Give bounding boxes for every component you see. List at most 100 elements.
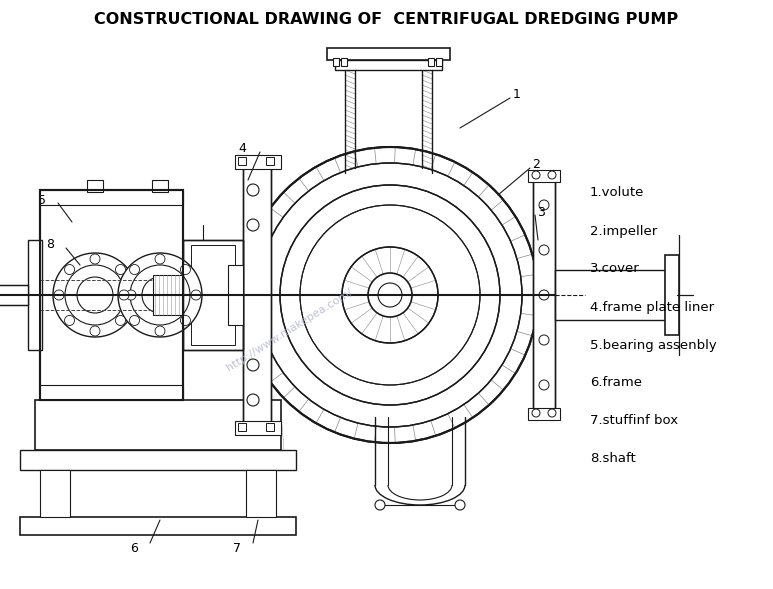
- Circle shape: [130, 265, 190, 325]
- Bar: [40, 190, 183, 205]
- Bar: [40, 190, 183, 400]
- Circle shape: [130, 316, 140, 326]
- Bar: [35, 400, 281, 450]
- Circle shape: [54, 290, 64, 300]
- Bar: [191, 245, 235, 345]
- Circle shape: [539, 335, 549, 345]
- Circle shape: [539, 290, 549, 300]
- Bar: [555, 270, 665, 320]
- Circle shape: [126, 290, 136, 300]
- Text: 4: 4: [238, 141, 246, 154]
- Text: 6: 6: [130, 541, 138, 554]
- Circle shape: [118, 253, 202, 337]
- Text: 1: 1: [513, 88, 521, 101]
- Text: CONSTRUCTIONAL DRAWING OF  CENTRIFUGAL DREDGING PUMP: CONSTRUCTIONAL DRAWING OF CENTRIFUGAL DR…: [94, 12, 679, 28]
- Bar: [333, 58, 339, 66]
- Bar: [183, 240, 243, 350]
- Circle shape: [130, 264, 140, 274]
- Bar: [40, 190, 183, 400]
- Circle shape: [155, 254, 165, 264]
- Text: 3.cover: 3.cover: [590, 263, 640, 276]
- Circle shape: [90, 326, 100, 336]
- Bar: [228, 265, 243, 325]
- Circle shape: [300, 205, 480, 385]
- Bar: [246, 470, 276, 517]
- Circle shape: [77, 277, 113, 313]
- Circle shape: [539, 245, 549, 255]
- Text: 2: 2: [532, 158, 540, 171]
- Bar: [665, 255, 679, 335]
- Bar: [243, 165, 271, 425]
- Text: 3: 3: [537, 206, 545, 219]
- Text: 4.frame plate liner: 4.frame plate liner: [590, 300, 714, 313]
- Circle shape: [155, 326, 165, 336]
- Text: 2.impeller: 2.impeller: [590, 224, 657, 237]
- Bar: [533, 180, 555, 410]
- Circle shape: [142, 277, 178, 313]
- Bar: [20, 450, 296, 470]
- Bar: [341, 58, 347, 66]
- Bar: [238, 157, 246, 165]
- Bar: [183, 240, 243, 350]
- Circle shape: [455, 500, 465, 510]
- Circle shape: [115, 264, 125, 274]
- Bar: [335, 60, 442, 70]
- Circle shape: [180, 264, 190, 274]
- Bar: [153, 275, 183, 315]
- Bar: [238, 423, 246, 431]
- Circle shape: [532, 409, 540, 417]
- Bar: [528, 408, 560, 420]
- Bar: [20, 517, 296, 535]
- Bar: [428, 58, 434, 66]
- Bar: [235, 155, 281, 169]
- Text: 8: 8: [46, 237, 54, 250]
- Circle shape: [247, 394, 259, 406]
- Circle shape: [53, 253, 137, 337]
- Text: 7: 7: [233, 541, 241, 554]
- Circle shape: [247, 184, 259, 196]
- Bar: [243, 165, 271, 425]
- Bar: [0, 285, 28, 305]
- Bar: [28, 240, 42, 350]
- Bar: [528, 170, 560, 182]
- Bar: [266, 157, 274, 165]
- Circle shape: [247, 359, 259, 371]
- Circle shape: [115, 316, 125, 326]
- Circle shape: [90, 254, 100, 264]
- Circle shape: [375, 500, 385, 510]
- Bar: [533, 180, 555, 410]
- Circle shape: [247, 219, 259, 231]
- Circle shape: [342, 247, 438, 343]
- Text: 8.shaft: 8.shaft: [590, 452, 635, 465]
- Bar: [266, 423, 274, 431]
- Circle shape: [539, 380, 549, 390]
- Text: http://www.makepea.com/: http://www.makepea.com/: [225, 287, 355, 373]
- Bar: [327, 48, 450, 60]
- Text: 6.frame: 6.frame: [590, 376, 642, 389]
- Bar: [87, 180, 103, 192]
- Circle shape: [119, 290, 129, 300]
- Circle shape: [280, 185, 500, 405]
- Circle shape: [64, 264, 74, 274]
- Circle shape: [242, 147, 538, 443]
- Bar: [40, 470, 70, 517]
- Bar: [235, 421, 281, 435]
- Bar: [40, 385, 183, 400]
- Circle shape: [548, 171, 556, 179]
- Text: 5: 5: [38, 194, 46, 207]
- Circle shape: [368, 273, 412, 317]
- Text: 5.bearing assenbly: 5.bearing assenbly: [590, 339, 717, 352]
- Bar: [152, 180, 168, 192]
- Circle shape: [258, 163, 522, 427]
- Circle shape: [180, 316, 190, 326]
- Circle shape: [548, 409, 556, 417]
- Circle shape: [191, 290, 201, 300]
- Circle shape: [378, 283, 402, 307]
- Circle shape: [539, 200, 549, 210]
- Text: 1.volute: 1.volute: [590, 187, 645, 200]
- Bar: [436, 58, 442, 66]
- Text: 7.stuffinf box: 7.stuffinf box: [590, 415, 678, 428]
- Circle shape: [532, 171, 540, 179]
- Circle shape: [64, 316, 74, 326]
- Circle shape: [65, 265, 125, 325]
